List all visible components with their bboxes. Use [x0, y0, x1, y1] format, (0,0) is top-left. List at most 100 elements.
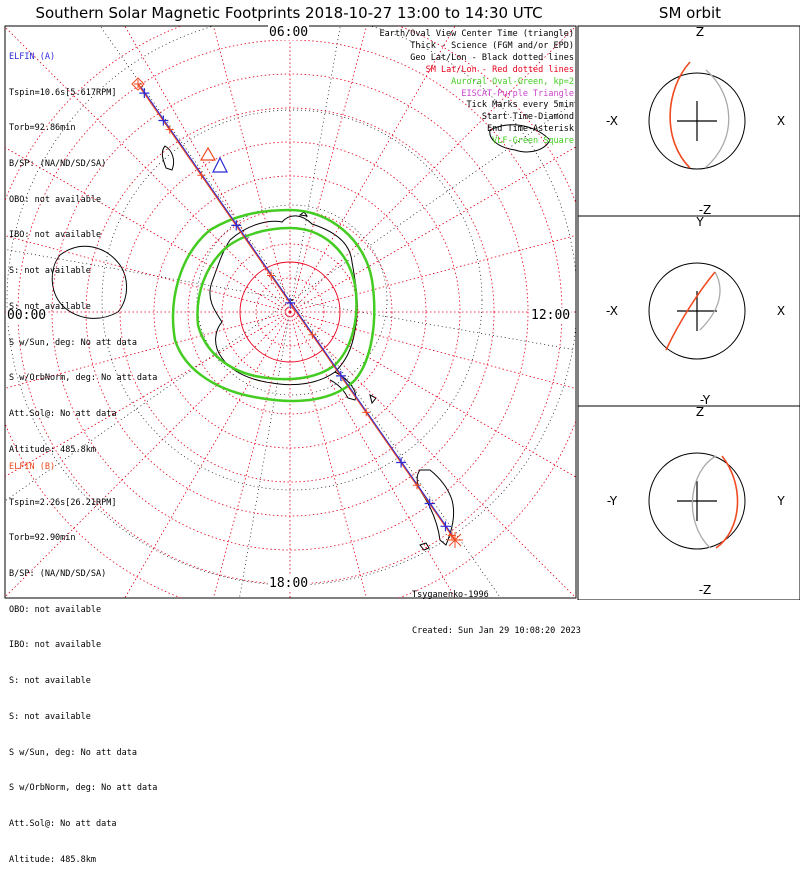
earth-circle [648, 262, 746, 360]
geo-lat-circle [196, 204, 388, 396]
orbit-trace-gray [691, 455, 717, 549]
sm-lon-line [289, 311, 576, 598]
origin-cross [677, 101, 717, 141]
elfin-b-tick [412, 481, 421, 490]
antarctic-peninsula [329, 371, 357, 401]
sm-lat-circle [187, 209, 393, 415]
mlt-label-top: 06:00 [268, 25, 310, 40]
legend-item: VLF-Green Square [492, 136, 574, 147]
elfin-a-tick [139, 88, 150, 99]
origin-cross [677, 481, 717, 521]
legend-item: SM Lat/Lon - Red dotted lines [425, 64, 574, 75]
orbit-axis-left-label: -X [606, 304, 618, 318]
sm-inner-circle [239, 261, 341, 363]
orbit-trace-gray [704, 69, 730, 169]
created-timestamp: Created: Sun Jan 29 10:08:20 2023 [412, 625, 581, 636]
orbit-trace-elfin [665, 271, 716, 351]
orbit-trace-elfin [715, 455, 739, 549]
elfin-b-line: Tspin=2.26s[26.21RPM] [9, 497, 117, 508]
orbit-axis-right-label: X [777, 114, 785, 128]
sm-lon-line [289, 311, 456, 598]
end-asterisk [447, 532, 463, 548]
elfin-a-tick [158, 115, 169, 126]
elfin-b-line: Att.Sol@: No att data [9, 819, 117, 829]
elfin-a-line: Att.Sol@: No att data [9, 409, 117, 419]
legend-item: End Time-Asterisk [487, 124, 574, 135]
elfin-a-line: OBO: not available [9, 194, 102, 205]
elfin-b-track [137, 83, 456, 541]
elfin-a-tick [285, 297, 296, 308]
elfin-a-tick [231, 220, 242, 231]
elfin-b-tick [267, 271, 276, 280]
orbit-trace-gray [699, 271, 721, 331]
footprint-tracks [131, 77, 463, 548]
elfin-b-tick [308, 330, 317, 339]
orbit-axis-left-label: -Y [607, 494, 618, 508]
orbit-axis-right-label: Y [776, 494, 785, 508]
elfin-a-tick [335, 370, 346, 381]
sm-orbit-title: SM orbit [658, 4, 722, 22]
elfin-a-line: Tspin=10.6s[5.617RPM] [9, 87, 117, 98]
elfin-b-tick [165, 125, 174, 134]
credits: Tsyganenko-1996 Created: Sun Jan 29 10:0… [412, 566, 581, 649]
model-name: Tsyganenko-1996 [412, 589, 489, 600]
elfin-b-line: S: not available [9, 676, 91, 687]
orbit-trace-elfin [669, 61, 691, 169]
orbit-axis-bottom-label: -Y [700, 393, 711, 407]
sm-orbit-panels: Z -Z -X X Y -Y -X X Z -Z -Y Y [606, 25, 785, 597]
orbit-axis-left-label: -X [606, 114, 618, 128]
elfin-a-line: Altitude: 485.8km [9, 444, 96, 455]
elfin-a-line: Torb=92.86min [9, 123, 76, 134]
orbit-axis-top-label: Z [696, 405, 704, 419]
elfin-b-tick [197, 171, 206, 180]
map-content [5, 26, 576, 598]
elfin-b-tick [134, 80, 142, 88]
elfin-b-view-center-triangle [199, 146, 217, 161]
elfin-b-info: ELFIN (B) Tspin=2.26s[26.21RPM] Torb=92.… [9, 438, 157, 879]
mlt-label-bottom: 18:00 [268, 576, 310, 591]
mlt-label-left: 00:00 [6, 308, 48, 323]
legend-item: EISCAT-Purple Triangle [461, 88, 574, 99]
sm-lon-line [289, 311, 576, 478]
orbit-axis-top-label: Z [696, 25, 704, 39]
elfin-b-line: Altitude: 485.8km [9, 854, 96, 865]
orbit-axis-top-label: Y [695, 215, 704, 229]
sm-lon-line [289, 311, 576, 390]
legend-item: Thick - Science (FGM and/or EPD) [410, 40, 574, 51]
islands [298, 211, 430, 551]
orbit-axis-right-label: X [777, 304, 785, 318]
geo-grid [5, 26, 576, 598]
elfin-a-line: B/SP: (NA/ND/SD/SA) [9, 158, 107, 169]
legend-item: Earth/Oval View Center Time (triangle) [379, 29, 574, 39]
elfin-a-line: S: not available [9, 301, 91, 312]
elfin-a-tick [424, 498, 435, 509]
elfin-b-tick [362, 408, 371, 417]
elfin-b-tick [447, 531, 456, 540]
auroral-oval [171, 208, 376, 403]
elfin-b-line: S: not available [9, 711, 91, 722]
mlt-label-right: 12:00 [530, 308, 572, 323]
legend: Earth/Oval View Center Time (triangle) T… [380, 29, 574, 148]
sm-lat-circle [51, 73, 529, 551]
legend-item: Geo Lat/Lon - Black dotted lines [410, 52, 574, 63]
elfin-a-tick [440, 521, 451, 532]
footprint-map: Z -Z -X X Y -Y -X X Z -Z -Y Y [4, 25, 800, 600]
plot-title: Southern Solar Magnetic Footprints 2018-… [35, 4, 543, 22]
orbit-axis-bottom-label: -Z [699, 583, 712, 597]
legend-item: Start Time-Diamond [481, 112, 574, 123]
elfin-b-line: Torb=92.90min [9, 533, 76, 544]
new-zealand-coast [161, 145, 175, 171]
elfin-b-line: IBO: not available [9, 640, 102, 651]
elfin-b-header: ELFIN (B) [9, 461, 56, 472]
earth-circle [648, 72, 746, 170]
auroral-oval-inner [196, 226, 358, 381]
elfin-a-line: S w/Sun, deg: No att data [9, 337, 137, 348]
elfin-a-line: IBO: not available [9, 230, 102, 241]
origin-cross [677, 291, 717, 331]
elfin-a-line: S w/OrbNorm, deg: No att data [9, 373, 158, 384]
start-diamond [131, 77, 145, 91]
elfin-a-line: S: not available [9, 266, 91, 277]
sm-lat-circle [119, 141, 461, 483]
coastline [51, 124, 551, 551]
south-america-coast [416, 469, 455, 546]
